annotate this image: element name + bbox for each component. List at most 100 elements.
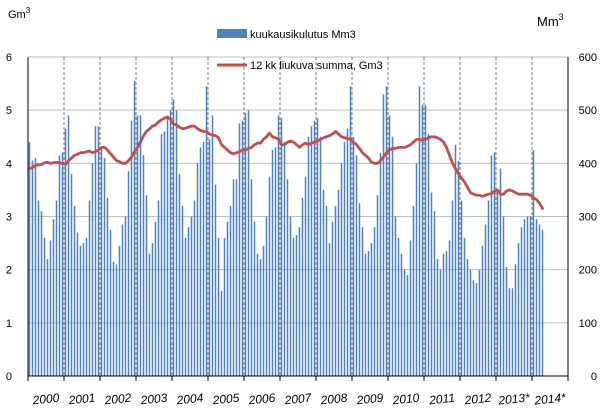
monthly-bar [463, 237, 466, 376]
monthly-bar [259, 259, 262, 376]
right-axis-ticks: 0 100 200 300 400 500 600 [579, 52, 597, 383]
monthly-bar [67, 115, 70, 376]
monthly-bar [298, 227, 301, 376]
monthly-bar [466, 259, 469, 376]
monthly-bar [424, 104, 427, 376]
monthly-bar [82, 243, 85, 376]
monthly-bar [445, 251, 448, 376]
monthly-bar [307, 136, 310, 376]
monthly-bar [514, 264, 517, 376]
monthly-bar [73, 205, 76, 376]
right-tick-label: 0 [591, 371, 597, 383]
monthly-bar [250, 179, 253, 376]
left-tick-label: 3 [6, 212, 12, 224]
monthly-bar [262, 245, 265, 376]
monthly-bar [301, 197, 304, 376]
monthly-bar [427, 134, 430, 376]
monthly-bar [280, 118, 283, 376]
monthly-bar [499, 168, 502, 376]
monthly-bar [208, 139, 211, 376]
monthly-bar [439, 269, 442, 376]
monthly-bar [373, 227, 376, 376]
monthly-bar [106, 197, 109, 376]
monthly-bar [478, 269, 481, 376]
monthly-bar [340, 163, 343, 376]
monthly-bar [502, 216, 505, 376]
year-label: 2013* [497, 390, 531, 407]
monthly-bar [88, 200, 91, 376]
monthly-bar [391, 136, 394, 376]
monthly-bar [475, 282, 478, 376]
legend-swatch-monthly [217, 29, 247, 38]
monthly-bar [418, 86, 421, 377]
monthly-bar [520, 227, 523, 376]
right-axis-unit: Mm3 [537, 12, 564, 29]
monthly-bar [325, 205, 328, 376]
year-label: 2006 [247, 391, 276, 408]
monthly-bar [244, 112, 247, 376]
monthly-bar [289, 216, 292, 376]
monthly-bar [217, 237, 220, 376]
monthly-bar [232, 179, 235, 376]
monthly-bar [70, 173, 73, 376]
legend-label-rolling: 12 kk liukuva summa, Gm3 [250, 60, 383, 72]
legend: kuukausikulutus Mm3 12 kk liukuva summa,… [217, 29, 383, 72]
monthly-bar [148, 253, 151, 376]
monthly-bar [256, 253, 259, 376]
bar-series-monthly-consumption [28, 80, 544, 377]
monthly-bar [532, 150, 535, 376]
monthly-bar [199, 147, 202, 376]
year-label: 2009 [355, 391, 384, 408]
monthly-bar [28, 142, 31, 376]
monthly-bar [115, 264, 118, 376]
monthly-bar [202, 142, 205, 376]
monthly-bar [37, 200, 40, 376]
monthly-bar [241, 120, 244, 376]
right-tick-label: 500 [579, 105, 597, 117]
monthly-bar [412, 205, 415, 376]
monthly-bar [472, 280, 475, 376]
year-dividers [63, 57, 533, 376]
monthly-bar [172, 99, 175, 376]
monthly-bar [496, 189, 499, 376]
year-label: 2003 [139, 391, 168, 408]
monthly-bar [118, 245, 121, 376]
year-label: 2002 [103, 391, 132, 408]
monthly-bar [274, 147, 277, 376]
monthly-bar [433, 211, 436, 376]
monthly-bar [511, 288, 514, 376]
monthly-bar [136, 115, 139, 376]
monthly-bar [133, 80, 136, 377]
monthly-bar [334, 205, 337, 376]
monthly-bar [64, 128, 67, 376]
monthly-bar [313, 120, 316, 376]
monthly-bar [379, 152, 382, 376]
monthly-bar [364, 253, 367, 376]
monthly-bar [166, 115, 169, 376]
year-label: 2005 [211, 391, 240, 408]
monthly-bar [367, 251, 370, 376]
monthly-bar [454, 144, 457, 376]
monthly-bar [58, 155, 61, 376]
monthly-bar [34, 158, 37, 376]
monthly-bar [46, 259, 49, 376]
monthly-bar [382, 94, 385, 376]
monthly-bar [376, 195, 379, 376]
left-axis-ticks: 0 1 2 3 4 5 6 [6, 52, 12, 383]
x-axis-year-labels: 2000 2001 2002 2003 2004 2005 2006 2007 2008 2009… [31, 390, 567, 407]
monthly-bar [517, 243, 520, 376]
monthly-bar [451, 200, 454, 376]
year-label: 2001 [67, 391, 96, 408]
monthly-bar [385, 86, 388, 377]
monthly-bar [457, 160, 460, 376]
monthly-bar [346, 128, 349, 376]
monthly-bar [541, 229, 544, 376]
monthly-bar [538, 224, 541, 376]
monthly-bar [175, 110, 178, 377]
monthly-bar [322, 189, 325, 376]
monthly-bar [283, 142, 286, 376]
monthly-bar [271, 150, 274, 376]
left-tick-label: 1 [6, 318, 12, 330]
monthly-bar [103, 158, 106, 376]
